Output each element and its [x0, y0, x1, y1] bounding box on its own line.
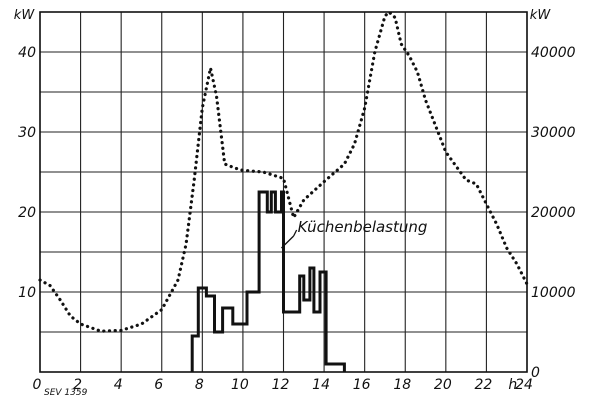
x-tick-label: 8: [195, 377, 204, 393]
y-right-unit-label: kW: [530, 8, 552, 23]
x-tick-label: 14: [312, 377, 330, 393]
x-tick-label: 12: [272, 377, 290, 393]
plot-frame: [39, 11, 528, 373]
y-right-tick-label: 30000: [531, 125, 576, 141]
y-right-tick-label: 40000: [531, 45, 576, 61]
y-left-tick-label: 10: [18, 285, 36, 301]
y-right-tick-label: 20000: [531, 205, 576, 221]
total-load-dotted-line: [38, 10, 529, 333]
x-tick-label: 16: [353, 377, 371, 393]
y-right-tick-label: 10000: [531, 285, 576, 301]
x-unit-label: h: [508, 377, 517, 393]
y-left-tick-label: 40: [18, 45, 36, 61]
x-tick-label: 10: [231, 377, 249, 393]
y-left-tick-label: 20: [18, 205, 36, 221]
annotation-label: Küchenbelastung: [298, 218, 428, 236]
x-tick-label: 24: [515, 377, 533, 393]
x-tick-label: 2: [73, 377, 82, 393]
x-tick-label: 4: [114, 377, 123, 393]
y-left-tick-label: 30: [18, 125, 36, 141]
x-tick-label: 6: [154, 377, 163, 393]
y-left-unit-label: kW: [14, 8, 36, 23]
x-tick-label: 22: [475, 377, 493, 393]
x-tick-label: 18: [393, 377, 411, 393]
kitchen-load-step-line: [190, 190, 346, 372]
source-code-label: SEV 1359: [44, 388, 88, 398]
annotation-leader-tail: [293, 229, 298, 237]
y-right-tick-label: 0: [531, 365, 540, 381]
annotation-leader-line: [281, 235, 295, 249]
x-tick-label: 0: [33, 377, 42, 393]
x-tick-label: 20: [434, 377, 452, 393]
